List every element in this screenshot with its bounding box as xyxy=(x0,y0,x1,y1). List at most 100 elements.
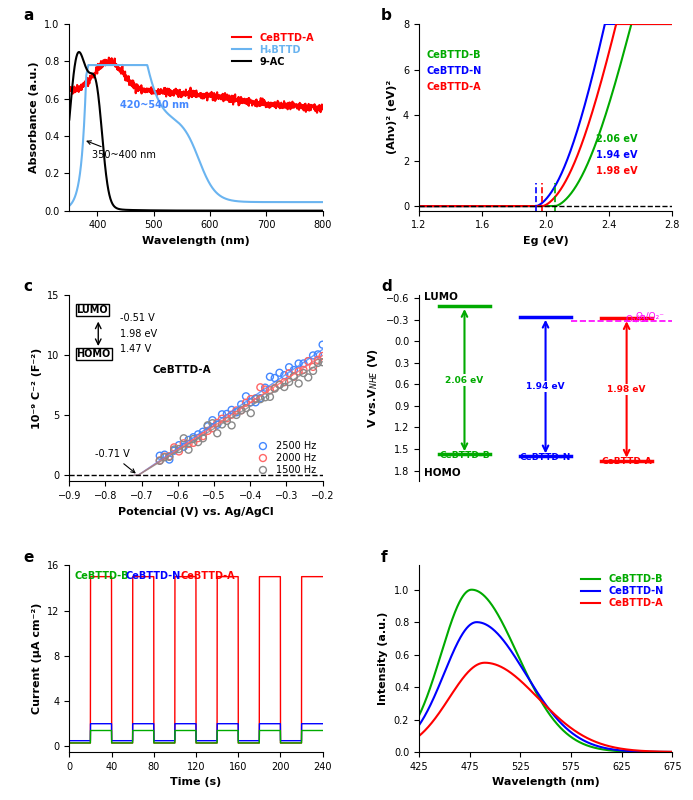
Text: CeBTTD-A: CeBTTD-A xyxy=(152,365,211,375)
CeBTTD-A xyxy=(263,99,271,109)
Text: 2.06 eV: 2.06 eV xyxy=(596,134,638,144)
Text: 2.06 eV: 2.06 eV xyxy=(446,376,484,385)
2500 Hz xyxy=(279,369,290,382)
1500 Hz xyxy=(159,451,170,464)
2000 Hz xyxy=(164,450,175,462)
CeBTTD-A xyxy=(267,100,276,110)
CeBTTD-A xyxy=(589,736,597,746)
1500 Hz xyxy=(236,404,247,417)
1500 Hz xyxy=(226,419,237,432)
X-axis label: Potencial (V) vs. Ag/AgCl: Potencial (V) vs. Ag/AgCl xyxy=(118,506,274,517)
2000 Hz xyxy=(260,383,271,396)
2500 Hz xyxy=(178,440,189,453)
H₄BTTD xyxy=(263,198,271,207)
2500 Hz xyxy=(236,398,247,411)
2500 Hz xyxy=(265,370,276,383)
1500 Hz xyxy=(164,450,175,463)
CeBTTD-A xyxy=(105,53,113,62)
2500 Hz xyxy=(183,434,194,446)
1500 Hz xyxy=(260,391,271,404)
CeBTTD-B xyxy=(617,746,625,756)
Legend: CeBTTD-B, CeBTTD-N, CeBTTD-A: CeBTTD-B, CeBTTD-N, CeBTTD-A xyxy=(577,570,667,612)
2000 Hz xyxy=(226,408,237,421)
CeBTTD-A xyxy=(527,686,535,695)
2500 Hz xyxy=(211,418,222,431)
1500 Hz xyxy=(269,382,280,395)
2500 Hz xyxy=(226,403,237,416)
CeBTTD-A xyxy=(239,97,247,106)
2500 Hz xyxy=(283,361,295,374)
1500 Hz xyxy=(245,406,256,419)
Y-axis label: V vs.V$_{NHE}$ (V): V vs.V$_{NHE}$ (V) xyxy=(366,348,380,428)
CeBTTD-A xyxy=(91,68,99,78)
Text: CeBTTD-N: CeBTTD-N xyxy=(520,453,571,462)
CeBTTD-A xyxy=(319,102,327,112)
2500 Hz xyxy=(173,438,184,451)
1500 Hz xyxy=(288,370,299,382)
2000 Hz xyxy=(255,381,266,394)
2500 Hz xyxy=(250,396,261,409)
2000 Hz xyxy=(283,367,295,380)
Text: c: c xyxy=(24,279,33,294)
9-AC xyxy=(239,206,247,215)
2500 Hz xyxy=(164,453,175,466)
CeBTTD-A xyxy=(518,677,526,686)
CeBTTD-A xyxy=(668,747,676,757)
H₄BTTD xyxy=(239,197,247,206)
CeBTTD-N xyxy=(617,746,625,755)
X-axis label: Eg (eV): Eg (eV) xyxy=(523,236,568,246)
Text: LUMO: LUMO xyxy=(76,305,108,314)
2000 Hz xyxy=(173,445,184,458)
2500 Hz xyxy=(269,372,280,385)
1500 Hz xyxy=(211,427,222,440)
9-AC xyxy=(65,114,73,124)
1500 Hz xyxy=(298,366,309,379)
CeBTTD-N xyxy=(518,662,526,672)
CeBTTD-B xyxy=(527,677,535,686)
1500 Hz xyxy=(207,417,218,430)
Legend: 2500 Hz, 2000 Hz, 1500 Hz: 2500 Hz, 2000 Hz, 1500 Hz xyxy=(252,438,318,477)
CeBTTD-A xyxy=(168,86,176,96)
2500 Hz xyxy=(317,338,328,351)
2000 Hz xyxy=(221,412,232,425)
H₄BTTD xyxy=(91,60,100,70)
Text: CeBTTD-A: CeBTTD-A xyxy=(602,458,652,466)
1500 Hz xyxy=(313,357,324,370)
2500 Hz xyxy=(221,407,232,420)
2000 Hz xyxy=(193,432,204,445)
2000 Hz xyxy=(303,354,314,367)
CeBTTD-A xyxy=(177,88,185,98)
Text: f: f xyxy=(381,550,387,565)
CeBTTD-A xyxy=(481,658,489,667)
Text: CeBTTD-A: CeBTTD-A xyxy=(427,82,482,92)
9-AC xyxy=(267,206,276,215)
1500 Hz xyxy=(216,418,227,431)
Text: 350~400 nm: 350~400 nm xyxy=(87,141,156,160)
Text: 1.94 eV: 1.94 eV xyxy=(596,150,638,160)
2000 Hz xyxy=(308,361,319,374)
Text: 1.94 eV: 1.94 eV xyxy=(526,382,565,391)
1500 Hz xyxy=(317,356,328,369)
1500 Hz xyxy=(221,414,232,427)
2000 Hz xyxy=(288,370,299,383)
CeBTTD-N xyxy=(527,677,535,686)
Text: a: a xyxy=(24,8,34,23)
2000 Hz xyxy=(188,437,199,450)
Y-axis label: Intensity (a.u.): Intensity (a.u.) xyxy=(378,612,388,706)
2500 Hz xyxy=(168,444,179,457)
9-AC xyxy=(177,206,185,215)
Text: 1.98 eV: 1.98 eV xyxy=(596,166,638,176)
Y-axis label: 10⁻⁹ C⁻² (F⁻²): 10⁻⁹ C⁻² (F⁻²) xyxy=(32,347,42,429)
2000 Hz xyxy=(231,404,242,417)
9-AC xyxy=(168,206,176,215)
Text: CeBTTD-B: CeBTTD-B xyxy=(427,50,482,60)
CeBTTD-A xyxy=(613,743,621,753)
1500 Hz xyxy=(193,436,204,449)
CeBTTD-A xyxy=(414,731,423,741)
CeBTTD-N xyxy=(668,747,676,757)
2500 Hz xyxy=(260,382,271,394)
Text: CeBTTD-B: CeBTTD-B xyxy=(74,571,129,581)
1500 Hz xyxy=(255,393,266,406)
2500 Hz xyxy=(231,406,242,418)
2500 Hz xyxy=(216,408,227,421)
